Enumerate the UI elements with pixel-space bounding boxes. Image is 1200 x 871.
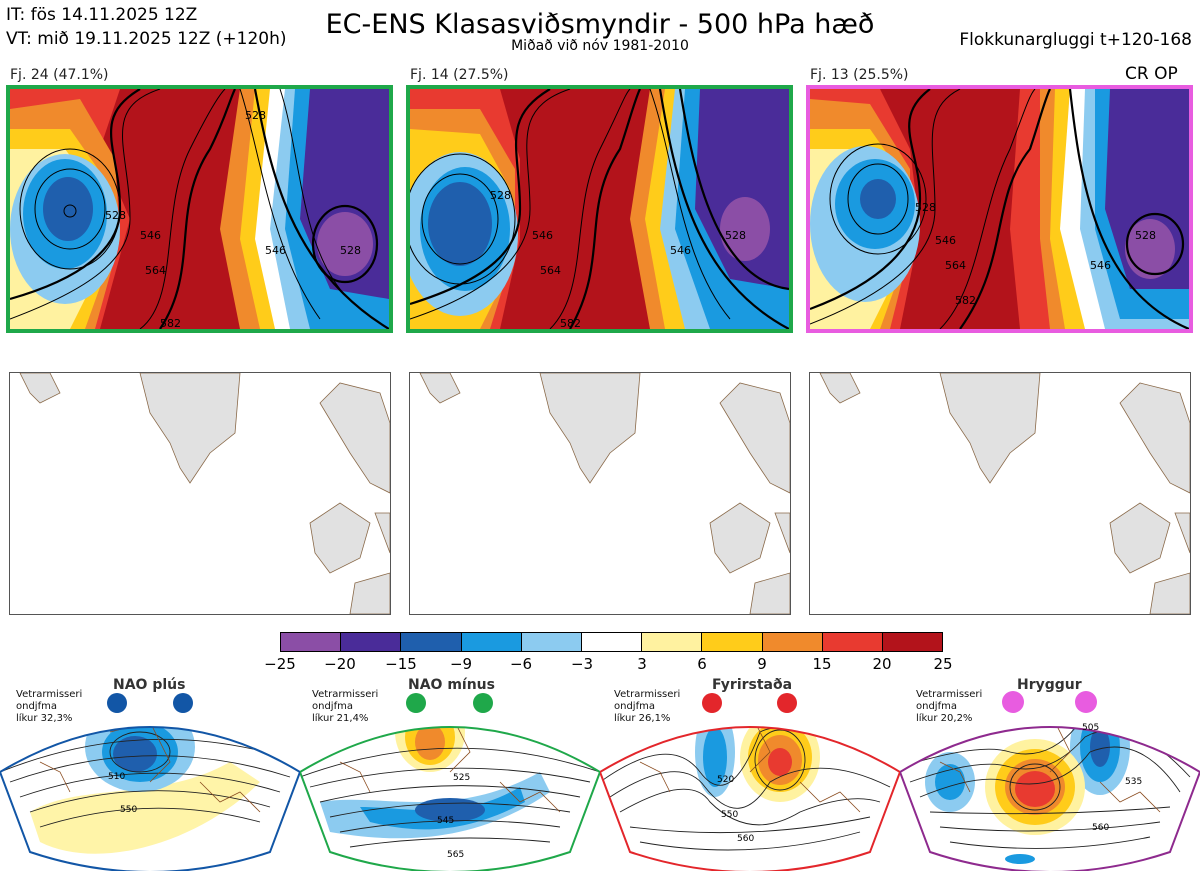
contour-label: 528: [1135, 229, 1156, 242]
contour-label: 546: [140, 229, 161, 242]
cluster-3-map: 528 546 564 582 546 528: [806, 85, 1193, 333]
colorbar-bin: [401, 633, 462, 651]
contour-label: 546: [265, 244, 286, 257]
regime-nao-plus-map: 510 550: [0, 726, 300, 871]
contour-label: 546: [1090, 259, 1111, 272]
contour-label: 528: [490, 189, 511, 202]
base-map-2: [409, 372, 791, 615]
contour-label: 582: [560, 317, 581, 329]
colorbar-tick: 20: [872, 655, 892, 673]
cluster-1-anomaly-field: 528 546 564 582 528 546 528: [10, 89, 389, 329]
contour-label: 582: [160, 317, 181, 329]
regime-marker-dot: [777, 693, 797, 713]
colorbar-tick: −25: [264, 655, 296, 673]
colorbar-tick: −6: [509, 655, 533, 673]
header-left: IT: fös 14.11.2025 12Z VT: mið 19.11.202…: [6, 3, 287, 51]
contour-label: 528: [725, 229, 746, 242]
cluster-2-map: 528 546 564 582 546 528: [406, 85, 793, 333]
regime-blocking-map: 520 550 560: [600, 726, 900, 871]
colorbar-bin: [461, 633, 522, 651]
regime-marker-dot: [1075, 691, 1097, 713]
initial-time: IT: fös 14.11.2025 12Z: [6, 5, 198, 25]
colorbar-tick: 9: [757, 655, 767, 673]
colorbar-bin: [581, 633, 643, 651]
base-map-1: [9, 372, 391, 615]
classification-window: Flokkunargluggi t+120-168: [959, 30, 1192, 50]
page-title: EC-ENS Klasasviðsmyndir - 500 hPa hæð: [325, 9, 875, 40]
colorbar-bin: [642, 633, 703, 651]
colorbar-bin: [341, 633, 402, 651]
colorbar-tick: 25: [933, 655, 953, 673]
colorbar-tick: −15: [385, 655, 417, 673]
contour-label: 528: [340, 244, 361, 257]
colorbar-tick: 6: [697, 655, 707, 673]
regime-contour-label: 520: [717, 775, 734, 785]
regime-contour-label: 560: [1092, 823, 1109, 833]
contour-label: 528: [105, 209, 126, 222]
regime-marker-dot: [702, 693, 722, 713]
colorbar-bin: [762, 633, 823, 651]
contour-label: 564: [945, 259, 966, 272]
regime-contour-label: 510: [108, 772, 125, 782]
regime-contour-label: 550: [120, 805, 137, 815]
page-subtitle: Miðað við nóv 1981-2010: [511, 38, 689, 54]
regime-note-blocking: Vetrarmisseri ondjfma líkur 26,1%: [614, 689, 681, 724]
colorbar: [280, 632, 943, 652]
regime-marker-dot: [107, 693, 127, 713]
regime-note-nao-plus: Vetrarmisseri ondjfma líkur 32,3%: [16, 689, 83, 724]
cluster-3-anomaly-field: 528 546 564 582 546 528: [810, 89, 1189, 329]
contour-label: 546: [532, 229, 553, 242]
colorbar-tick: −9: [449, 655, 473, 673]
regime-ridge-map: 505 535 560: [900, 723, 1200, 871]
regime-nao-minus-map: 525 545 565: [300, 726, 600, 871]
regime-contour-label: 565: [447, 850, 464, 860]
regime-title-nao-plus: NAO plús: [113, 677, 186, 693]
contour-label: 528: [245, 109, 266, 122]
regime-marker-dot: [1002, 691, 1024, 713]
contour-label: 546: [670, 244, 691, 257]
regime-title-ridge: Hryggur: [1017, 677, 1082, 693]
regime-title-blocking: Fyrirstaða: [712, 677, 793, 693]
colorbar-bin: [521, 633, 582, 651]
regime-marker-dot: [173, 693, 193, 713]
colorbar-bin: [281, 633, 342, 651]
regime-marker-dot: [473, 693, 493, 713]
contour-label: 582: [955, 294, 976, 307]
regime-marker-dot: [406, 693, 426, 713]
contour-label: 528: [915, 201, 936, 214]
regime-contour-label: 525: [453, 773, 470, 783]
control-run-badge: CR OP: [1125, 64, 1178, 84]
regime-note-nao-minus: Vetrarmisseri ondjfma líkur 21,4%: [312, 689, 379, 724]
cluster-3-label: Fj. 13 (25.5%): [810, 67, 909, 83]
colorbar-tick: −3: [570, 655, 594, 673]
cluster-2-label: Fj. 14 (27.5%): [410, 67, 509, 83]
contour-label: 564: [145, 264, 166, 277]
land-outline: [419, 373, 790, 614]
land-outline: [819, 373, 1190, 614]
colorbar-bin: [882, 633, 943, 651]
regime-contour-label: 560: [737, 834, 754, 844]
colorbar-tick: −20: [324, 655, 356, 673]
colorbar-bin: [702, 633, 763, 651]
regime-contour-label: 505: [1082, 723, 1099, 733]
land-outline: [19, 373, 390, 614]
colorbar-tick: 3: [637, 655, 647, 673]
contour-label: 546: [935, 234, 956, 247]
regime-contour-label: 550: [721, 810, 738, 820]
cluster-1-label: Fj. 24 (47.1%): [10, 67, 109, 83]
cluster-2-anomaly-field: 528 546 564 582 546 528: [410, 89, 789, 329]
regime-title-nao-minus: NAO mínus: [408, 677, 495, 693]
valid-time: VT: mið 19.11.2025 12Z (+120h): [6, 29, 287, 49]
cluster-1-map: 528 546 564 582 528 546 528: [6, 85, 393, 333]
contour-label: 564: [540, 264, 561, 277]
regime-contour-label: 535: [1125, 777, 1142, 787]
regime-note-ridge: Vetrarmisseri ondjfma líkur 20,2%: [916, 689, 983, 724]
colorbar-tick: 15: [812, 655, 832, 673]
regime-contour-label: 545: [437, 816, 454, 826]
colorbar-bin: [822, 633, 883, 651]
base-map-3: [809, 372, 1191, 615]
